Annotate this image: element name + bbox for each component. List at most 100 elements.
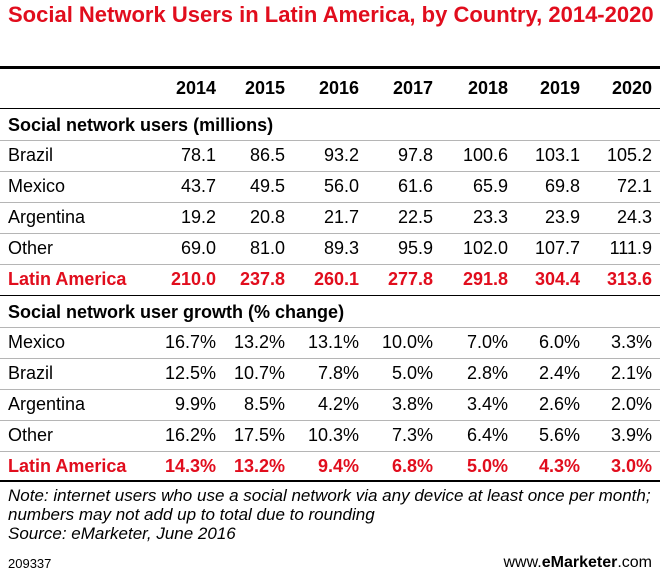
table-cell: 93.2: [323, 145, 359, 165]
row-label: Latin America: [8, 269, 127, 289]
table-row: Argentina 9.9% 8.5% 4.2% 3.8% 3.4% 2.6% 2.0%: [0, 389, 660, 421]
table-cell: 65.9: [472, 176, 508, 196]
note-block: Note: internet users who use a social ne…: [8, 486, 653, 543]
table-cell: 5.6%: [538, 425, 580, 445]
year-header: 2016: [318, 78, 359, 98]
table-cell: 13.2%: [233, 456, 285, 476]
brand-suffix: .com: [617, 554, 652, 571]
table-cell: 4.2%: [317, 394, 359, 414]
table-cell: 69.8: [544, 176, 580, 196]
table-cell: 3.3%: [610, 332, 652, 352]
section-header: Social network user growth (% change): [0, 295, 660, 328]
table-cell: 277.8: [387, 269, 433, 289]
chart-id: 209337: [8, 556, 52, 571]
table-cell: 86.5: [249, 145, 285, 165]
table-cell: 14.3%: [164, 456, 216, 476]
table-cell: 313.6: [606, 269, 652, 289]
table-cell: 13.1%: [307, 332, 359, 352]
table-cell: 111.9: [609, 238, 652, 258]
table-row: Argentina 19.2 20.8 21.7 22.5 23.3 23.9 24.3: [0, 202, 660, 234]
table-cell: 69.0: [180, 238, 216, 258]
table-cell: 4.3%: [538, 456, 580, 476]
table-cell: 81.0: [249, 238, 285, 258]
table-row: Mexico 43.7 49.5 56.0 61.6 65.9 69.8 72.1: [0, 171, 660, 203]
table-cell: 6.0%: [538, 332, 580, 352]
brand-prefix: www.: [503, 554, 542, 571]
table-cell: 72.1: [616, 176, 652, 196]
table-cell: 89.3: [323, 238, 359, 258]
table-cell: 24.3: [616, 207, 652, 227]
table-cell: 3.4%: [466, 394, 508, 414]
table-row: Mexico 16.7% 13.2% 13.1% 10.0% 7.0% 6.0% 3.3%: [0, 327, 660, 359]
table-cell: 7.0%: [466, 332, 508, 352]
table-cell: 304.4: [534, 269, 580, 289]
row-label: Brazil: [8, 363, 54, 383]
year-header: 2014: [175, 78, 216, 98]
table-cell: 107.7: [534, 238, 580, 258]
table-row: Brazil 78.1 86.5 93.2 97.8 100.6 103.1 105.2: [0, 140, 660, 172]
table-cell: 12.5%: [164, 363, 216, 383]
table-cell: 10.3%: [307, 425, 359, 445]
brand-name: eMarketer: [541, 554, 618, 571]
table-cell: 61.6: [397, 176, 433, 196]
table-cell: 43.7: [180, 176, 216, 196]
table-cell: 103.1: [534, 145, 580, 165]
row-label: Other: [8, 238, 54, 258]
table-cell: 17.5%: [233, 425, 285, 445]
row-label: Latin America: [8, 456, 127, 476]
table-cell: 6.8%: [391, 456, 433, 476]
table-cell: 3.9%: [610, 425, 652, 445]
table-cell: 2.4%: [538, 363, 580, 383]
source-text: Source: eMarketer, June 2016: [8, 524, 236, 543]
table-cell: 95.9: [397, 238, 433, 258]
year-header: 2020: [611, 78, 652, 98]
table-cell: 19.2: [180, 207, 216, 227]
row-label: Mexico: [8, 332, 66, 352]
table-cell: 9.9%: [174, 394, 216, 414]
table-cell: 13.2%: [233, 332, 285, 352]
table-cell: 16.7%: [164, 332, 216, 352]
table-row: Other 16.2% 17.5% 10.3% 7.3% 6.4% 5.6% 3.9%: [0, 420, 660, 452]
note-rule: [0, 480, 660, 482]
year-header: 2019: [539, 78, 580, 98]
table-cell: 49.5: [249, 176, 285, 196]
table-cell: 291.8: [462, 269, 508, 289]
row-label: Argentina: [8, 394, 86, 414]
year-header: 2018: [467, 78, 508, 98]
table-cell: 260.1: [313, 269, 359, 289]
row-label: Argentina: [8, 207, 86, 227]
year-header: 2017: [392, 78, 433, 98]
table-cell: 210.0: [170, 269, 216, 289]
table-cell: 23.9: [544, 207, 580, 227]
note-text: Note: internet users who use a social ne…: [8, 486, 651, 524]
table-cell: 10.7%: [233, 363, 285, 383]
row-label: Brazil: [8, 145, 54, 165]
section-header: Social network users (millions): [0, 108, 660, 141]
table-cell: 237.8: [239, 269, 285, 289]
row-label: Mexico: [8, 176, 66, 196]
table-cell: 21.7: [323, 207, 359, 227]
table-cell: 2.8%: [466, 363, 508, 383]
total-row: Latin America 14.3% 13.2% 9.4% 6.8% 5.0% 4.3% 3…: [0, 451, 660, 483]
table-cell: 22.5: [397, 207, 433, 227]
row-label: Other: [8, 425, 54, 445]
chart-title: Social Network Users in Latin America, b…: [8, 2, 654, 27]
table-cell: 8.5%: [243, 394, 285, 414]
year-header-row: 2014 2015 2016 2017 2018 2019 2020: [0, 69, 660, 108]
table-cell: 10.0%: [381, 332, 433, 352]
table-cell: 78.1: [180, 145, 216, 165]
table-cell: 20.8: [249, 207, 285, 227]
table-cell: 5.0%: [466, 456, 508, 476]
table-cell: 6.4%: [466, 425, 508, 445]
table-cell: 3.0%: [610, 456, 652, 476]
table-cell: 9.4%: [317, 456, 359, 476]
brand-logo: www.eMarketer.com: [503, 554, 652, 572]
section-title: Social network users (millions): [8, 115, 274, 135]
table-cell: 97.8: [397, 145, 433, 165]
total-row: Latin America 210.0 237.8 260.1 277.8 291.8 30…: [0, 264, 660, 296]
table-row: Brazil 12.5% 10.7% 7.8% 5.0% 2.8% 2.4% 2.1%: [0, 358, 660, 390]
table-cell: 100.6: [462, 145, 508, 165]
table-cell: 2.1%: [610, 363, 652, 383]
table-cell: 102.0: [462, 238, 508, 258]
table-cell: 16.2%: [164, 425, 216, 445]
